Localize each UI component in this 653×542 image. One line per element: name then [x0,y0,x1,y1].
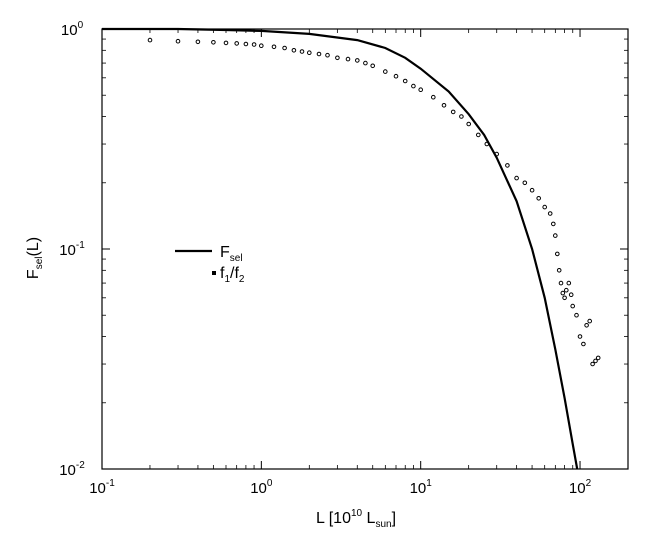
data-point-f1-f2 [223,40,229,46]
data-point-f1-f2 [211,40,216,45]
data-point-f1-f2 [459,114,464,119]
series-line-fsel [102,27,579,470]
x-axis-label: L [1010 Lsun] [316,508,396,530]
data-point-f1-f2 [271,44,277,50]
y-tick-label: 10-1 [59,240,85,259]
data-point-f1-f2 [418,87,424,92]
data-point-f1-f2 [370,63,376,69]
data-point-f1-f2 [307,50,312,56]
data-point-f1-f2 [147,37,153,43]
x-tick-label: 10-1 [89,478,115,497]
data-point-f1-f2 [234,41,239,46]
series-layer [102,27,601,470]
data-point-f1-f2 [345,56,351,62]
data-point-f1-f2 [393,73,399,79]
y-tick-label: 10-2 [59,460,85,479]
data-point-f1-f2 [529,187,535,193]
data-point-f1-f2 [431,94,436,100]
data-point-f1-f2 [547,211,553,216]
data-point-f1-f2 [282,45,287,51]
data-point-f1-f2 [560,290,566,296]
data-point-f1-f2 [299,49,305,54]
data-point-f1-f2 [568,292,574,298]
data-point-f1-f2 [581,341,586,347]
y-tick-label: 100 [61,20,84,39]
data-point-f1-f2 [251,42,257,47]
data-point-f1-f2 [195,39,201,45]
data-point-f1-f2 [593,358,598,364]
data-point-f1-f2 [587,318,593,324]
legend-label-fsel: Fsel [220,244,243,264]
data-point-f1-f2 [551,221,556,227]
tick-marks [101,28,628,470]
data-point-f1-f2 [536,196,542,201]
data-point-f1-f2 [291,48,297,53]
data-point-f1-f2 [555,251,560,257]
plot-frame [101,28,629,470]
y-axis-label: Fsel(L) [25,237,45,279]
data-point-f1-f2 [325,52,330,58]
data-point-f1-f2 [476,132,481,138]
data-point-f1-f2 [355,58,360,63]
data-point-f1-f2 [505,163,510,168]
data-point-f1-f2 [484,141,490,147]
data-point-f1-f2 [590,361,595,367]
x-tick-label: 101 [410,478,433,497]
data-point-f1-f2 [450,109,456,115]
data-point-f1-f2 [402,78,408,84]
data-point-f1-f2 [316,51,322,57]
data-point-f1-f2 [259,43,264,49]
legend-marker-swatch [212,271,216,275]
data-point-f1-f2 [558,280,564,286]
data-point-f1-f2 [584,323,589,328]
data-point-f1-f2 [595,355,601,361]
data-point-f1-f2 [411,83,416,89]
data-point-f1-f2 [494,151,500,157]
data-point-f1-f2 [577,334,583,339]
legend: Fsel f1/f2 [175,244,245,285]
data-point-f1-f2 [243,41,249,47]
data-point-f1-f2 [175,38,181,44]
x-tick-label: 100 [250,478,273,497]
x-tick-label: 102 [569,478,592,497]
data-point-f1-f2 [566,280,572,286]
data-point-f1-f2 [522,180,528,186]
data-point-f1-f2 [363,60,368,66]
data-point-f1-f2 [514,175,519,181]
data-point-f1-f2 [553,233,558,238]
data-point-f1-f2 [564,287,569,293]
data-point-f1-f2 [570,303,576,309]
data-point-f1-f2 [383,69,388,74]
data-point-f1-f2 [542,204,548,210]
data-point-f1-f2 [574,312,579,318]
data-point-f1-f2 [335,55,340,61]
data-point-f1-f2 [441,103,447,108]
data-point-f1-f2 [556,268,562,273]
legend-label-f1-f2: f1/f2 [220,265,245,285]
data-point-f1-f2 [562,295,567,301]
data-point-f1-f2 [466,121,472,127]
